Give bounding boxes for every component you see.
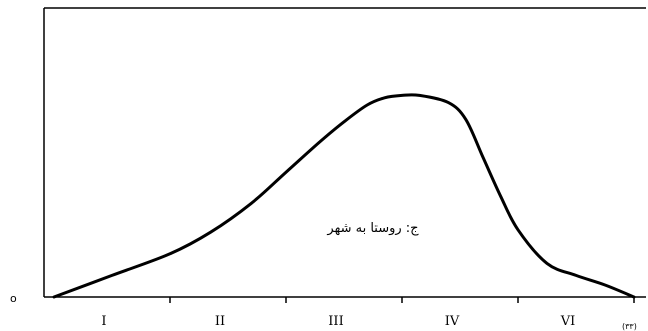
series-line bbox=[52, 93, 636, 299]
plot-frame bbox=[43, 7, 646, 298]
x-tick-label-iv: IV bbox=[445, 314, 460, 329]
x-tick-label-vi: VI bbox=[560, 314, 576, 329]
curve-annotation: ج: روستا به شهر bbox=[326, 221, 419, 236]
x-tick-label-ii: II bbox=[215, 314, 225, 329]
origin-label: o bbox=[10, 292, 17, 305]
x-tick-label-i: I bbox=[101, 314, 106, 329]
corner-note: (۳۳) bbox=[622, 322, 637, 331]
x-axis-ticks bbox=[169, 297, 635, 303]
x-tick-label-iii: III bbox=[328, 314, 343, 329]
x-axis-tick-labels: I II III IV VI bbox=[101, 314, 575, 329]
